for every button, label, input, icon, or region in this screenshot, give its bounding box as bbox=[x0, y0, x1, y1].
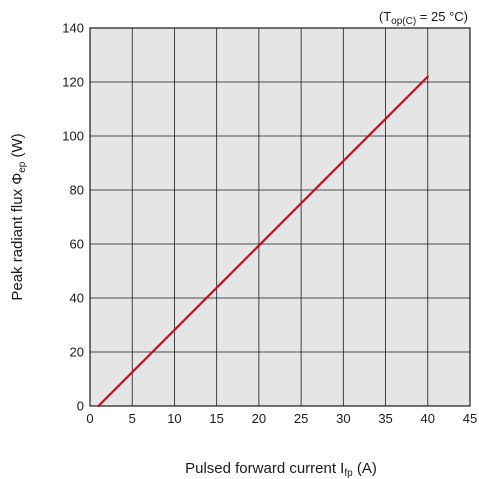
x-tick-label: 35 bbox=[378, 411, 392, 426]
y-tick-label: 0 bbox=[77, 399, 84, 414]
y-tick-label: 40 bbox=[70, 291, 84, 306]
condition-label: (Top(C) = 25 °C) bbox=[379, 9, 468, 27]
x-tick-label: 15 bbox=[209, 411, 223, 426]
x-tick-label: 5 bbox=[129, 411, 136, 426]
series bbox=[97, 75, 429, 408]
grid bbox=[90, 28, 470, 406]
y-tick-label: 60 bbox=[70, 237, 84, 252]
y-tick-label: 20 bbox=[70, 345, 84, 360]
y-axis-label-subscript: ep bbox=[17, 161, 28, 173]
y-tick-labels: 0 20 40 60 80 100 120 140 bbox=[62, 21, 84, 414]
condition-prefix: (T bbox=[379, 9, 391, 24]
y-tick-label: 140 bbox=[62, 21, 84, 36]
plot-area bbox=[90, 28, 470, 406]
y-tick-label: 80 bbox=[70, 183, 84, 198]
x-axis-label: Pulsed forward current Ifp (A) bbox=[185, 460, 377, 479]
condition-subscript: op(C) bbox=[391, 16, 416, 27]
y-axis-label: Peak radiant flux Φep (W) bbox=[9, 133, 28, 300]
x-tick-label: 20 bbox=[252, 411, 266, 426]
x-tick-label: 45 bbox=[463, 411, 477, 426]
condition-suffix: = 25 °C) bbox=[416, 9, 468, 24]
x-tick-label: 10 bbox=[167, 411, 181, 426]
y-tick-label: 120 bbox=[62, 75, 84, 90]
plot-frame bbox=[89, 27, 471, 407]
y-axis-label-main: Peak radiant flux Φ bbox=[9, 173, 26, 301]
y-axis-label-suffix: (W) bbox=[9, 133, 26, 161]
x-tick-label: 0 bbox=[86, 411, 93, 426]
x-axis-label-main: Pulsed forward current I bbox=[185, 460, 344, 477]
x-tick-label: 40 bbox=[421, 411, 435, 426]
series-line bbox=[97, 75, 429, 408]
x-axis-label-subscript: fp bbox=[344, 468, 353, 479]
y-tick-label: 100 bbox=[62, 129, 84, 144]
x-tick-labels: 0 5 10 15 20 25 30 35 40 45 bbox=[86, 411, 477, 426]
x-tick-label: 25 bbox=[294, 411, 308, 426]
x-axis-label-suffix: (A) bbox=[353, 460, 377, 477]
x-tick-label: 30 bbox=[336, 411, 350, 426]
